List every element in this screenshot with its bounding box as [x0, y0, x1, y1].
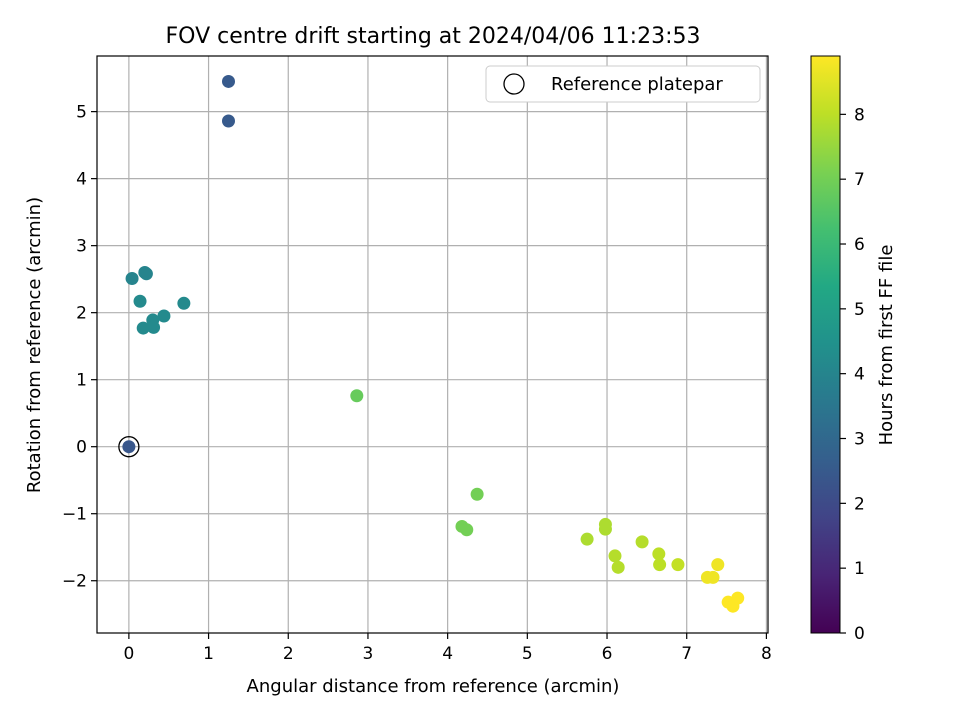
x-tick-label: 4 [442, 644, 453, 664]
x-tick-label: 2 [283, 644, 294, 664]
colorbar-tick-label: 3 [854, 430, 865, 450]
y-axis-ticks: −2 −1 0 1 2 3 4 5 [62, 103, 97, 592]
x-tick-label: 3 [363, 644, 374, 664]
x-axis-label: Angular distance from reference (arcmin) [247, 676, 620, 697]
data-point [350, 389, 364, 403]
y-tick-label: 4 [76, 170, 87, 190]
y-tick-label: 0 [76, 438, 87, 458]
x-tick-label: 7 [681, 644, 692, 664]
colorbar-tick-label: 0 [854, 624, 865, 644]
plot-frame [96, 55, 769, 634]
data-point [221, 74, 235, 88]
data-point [221, 114, 235, 128]
data-point [580, 532, 594, 546]
data-point [470, 487, 484, 501]
data-point [731, 591, 745, 605]
colorbar-tick-label: 4 [854, 365, 865, 385]
data-point [177, 296, 191, 310]
data-point [122, 440, 136, 454]
data-point [611, 560, 625, 574]
legend-box [485, 65, 761, 103]
y-tick-label: 3 [76, 237, 87, 257]
x-tick-label: 5 [522, 644, 533, 664]
colorbar-label: Hours from first FF file [876, 245, 897, 446]
data-point [711, 558, 725, 572]
data-points [118, 74, 745, 613]
x-tick-label: 6 [602, 644, 613, 664]
colorbar-ticks: 0 1 2 3 4 5 6 7 8 [840, 105, 865, 644]
legend-marker [503, 73, 525, 95]
y-tick-label: 2 [76, 304, 87, 324]
y-tick-label: 5 [76, 103, 87, 123]
legend-label: Reference platepar [551, 74, 723, 95]
colorbar-tick-label: 8 [854, 105, 865, 125]
reference-platepar-marker [118, 436, 140, 458]
data-point [635, 535, 649, 549]
y-axis-label: Rotation from reference (arcmin) [24, 197, 45, 493]
colorbar-tick-label: 7 [854, 170, 865, 190]
colorbar: 0 1 2 3 4 5 6 7 8 Hours from first FF file [810, 55, 897, 644]
colorbar-tick-label: 2 [854, 494, 865, 514]
legend: Reference platepar [485, 65, 761, 103]
colorbar-gradient [810, 55, 841, 634]
y-tick-label: −1 [62, 505, 87, 525]
colorbar-tick-label: 6 [854, 235, 865, 255]
x-tick-label: 0 [123, 644, 134, 664]
chart-title: FOV centre drift starting at 2024/04/06 … [166, 24, 701, 49]
grid-lines [97, 56, 768, 633]
data-point [671, 558, 685, 572]
data-point [652, 547, 666, 561]
data-point [125, 271, 139, 285]
data-point [136, 321, 150, 335]
data-point [157, 309, 171, 323]
data-point [653, 558, 667, 572]
data-point [460, 523, 474, 537]
x-axis-ticks: 0 1 2 3 4 5 6 7 8 [123, 633, 772, 664]
data-point [139, 267, 153, 281]
data-point [706, 570, 720, 584]
data-point [133, 294, 147, 308]
y-tick-label: −2 [62, 572, 87, 592]
data-point [147, 320, 161, 334]
colorbar-tick-label: 5 [854, 300, 865, 320]
data-point [608, 549, 622, 563]
y-tick-label: 1 [76, 371, 87, 391]
data-point [598, 522, 612, 536]
colorbar-tick-label: 1 [854, 559, 865, 579]
x-tick-label: 1 [203, 644, 214, 664]
x-tick-label: 8 [761, 644, 772, 664]
